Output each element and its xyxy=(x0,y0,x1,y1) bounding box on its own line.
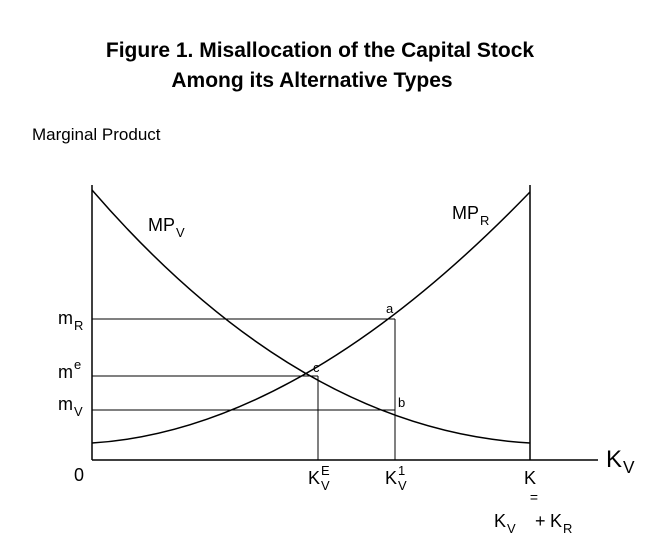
curve-label-sub: V xyxy=(176,225,185,240)
x-tick-label-base: K xyxy=(308,468,320,488)
y-tick-label-sup: e xyxy=(74,357,81,372)
point-label: c xyxy=(313,360,320,375)
x-tick-label: K xyxy=(385,468,397,488)
identity-term: K xyxy=(550,511,562,531)
point-label: a xyxy=(386,301,394,316)
identity-term-base: K xyxy=(550,511,562,531)
x-axis-label-sub: V xyxy=(623,457,635,477)
x-tick-label-sub: V xyxy=(321,478,330,493)
x-tick-label-sup: 1 xyxy=(398,463,405,478)
identity-term: K xyxy=(494,511,506,531)
curve-label: MP xyxy=(452,203,479,223)
identity-plus: + xyxy=(535,511,546,531)
y-tick-label-base: m xyxy=(58,394,73,414)
title: Figure 1. Misallocation of the Capital S… xyxy=(106,39,535,62)
x-tick-label-sub: V xyxy=(398,478,407,493)
mpr-curve xyxy=(91,191,531,444)
curve-label: MP xyxy=(148,215,175,235)
x-axis-label-base: K xyxy=(606,446,622,473)
y-tick-label-sub: R xyxy=(74,318,83,333)
y-tick-label-base: m xyxy=(58,308,73,328)
point-label: b xyxy=(398,395,405,410)
y-tick-label: 0 xyxy=(74,465,84,485)
x-tick-label: K xyxy=(308,468,320,488)
x-tick-label-base: K xyxy=(385,468,397,488)
curve-label-base: MP xyxy=(452,203,479,223)
identity-sign: = xyxy=(530,489,538,505)
y-tick-label: m xyxy=(58,362,73,382)
identity-term-base: K xyxy=(494,511,506,531)
y-tick-label: m xyxy=(58,394,73,414)
y-axis-label: Marginal Product xyxy=(32,125,161,144)
y-tick-label: m xyxy=(58,308,73,328)
title: Among its Alternative Types xyxy=(171,69,452,92)
x-tick-label: K xyxy=(524,468,536,488)
y-tick-label-sub: V xyxy=(74,404,83,419)
curve-label-base: MP xyxy=(148,215,175,235)
curve-label-sub: R xyxy=(480,213,489,228)
identity-term-sub: R xyxy=(563,521,572,536)
x-tick-label-sup: E xyxy=(321,463,330,478)
x-axis-label: K xyxy=(606,446,622,473)
identity-term-sub: V xyxy=(507,521,516,536)
y-tick-label-base: m xyxy=(58,362,73,382)
